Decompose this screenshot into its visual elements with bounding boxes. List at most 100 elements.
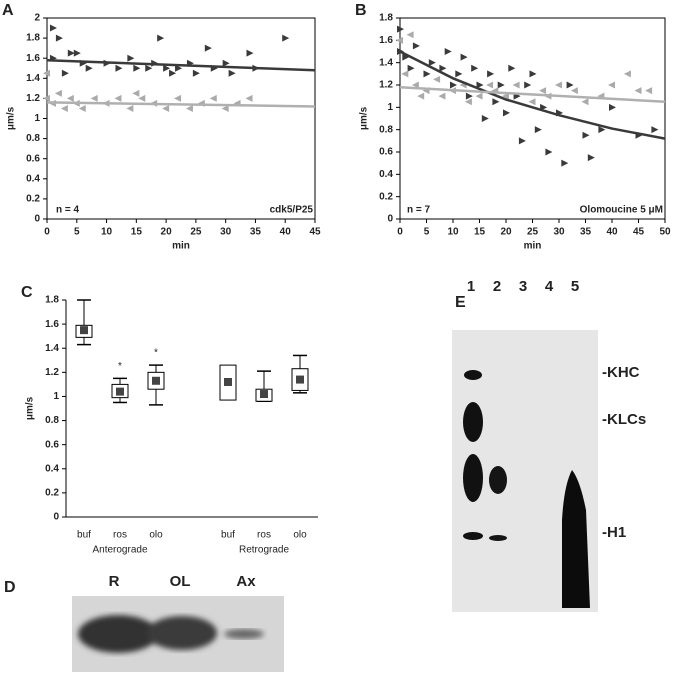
point xyxy=(115,64,123,72)
x-tick-label: 15 xyxy=(474,227,486,238)
significance: * xyxy=(118,361,122,372)
point xyxy=(396,36,403,44)
annotation: n = 4 xyxy=(56,205,80,216)
y-tick-label: 0 xyxy=(387,214,393,225)
annotation: cdk5/P25 xyxy=(270,205,314,216)
lane-label: R xyxy=(109,573,120,590)
point xyxy=(138,94,146,102)
point xyxy=(528,98,536,106)
point xyxy=(204,44,212,52)
lane-label: 2 xyxy=(493,278,501,295)
point xyxy=(55,34,63,42)
point xyxy=(475,92,483,100)
panel-label: B xyxy=(355,2,367,19)
y-tick-label: 1 xyxy=(53,391,59,402)
band xyxy=(224,629,264,639)
y-tick-label: 1.4 xyxy=(45,343,59,354)
point xyxy=(67,49,75,57)
y-tick-label: 1.8 xyxy=(379,13,393,24)
point xyxy=(127,54,135,62)
y-tick-label: 0.4 xyxy=(379,169,393,180)
point xyxy=(407,64,415,72)
y-tick-label: 1.6 xyxy=(45,319,59,330)
x-tick-label: 10 xyxy=(447,227,459,238)
point xyxy=(43,69,50,77)
x-tick-label: 35 xyxy=(580,227,592,238)
band xyxy=(464,370,482,380)
point xyxy=(508,64,516,72)
point xyxy=(609,103,616,111)
point xyxy=(282,34,290,42)
x-tick-label: ros xyxy=(113,530,127,541)
mean xyxy=(296,375,304,384)
point xyxy=(582,131,590,139)
point xyxy=(145,64,153,72)
point xyxy=(133,64,141,72)
point xyxy=(54,89,62,97)
point xyxy=(450,81,457,89)
point xyxy=(651,126,659,134)
point xyxy=(114,94,122,102)
point xyxy=(503,109,510,117)
x-tick-label: 30 xyxy=(553,227,565,238)
annotation: n = 7 xyxy=(407,205,431,216)
point xyxy=(185,104,193,112)
y-tick-label: 1.6 xyxy=(26,53,40,64)
y-tick-label: 0 xyxy=(34,214,40,225)
band-label: -H1 xyxy=(602,524,626,541)
y-tick-label: 0.8 xyxy=(379,124,393,135)
point xyxy=(401,70,409,78)
y-tick-label: 0.2 xyxy=(26,194,40,205)
lane-label: 3 xyxy=(519,278,527,295)
x-tick-label: olo xyxy=(149,530,163,541)
y-tick-label: 0.8 xyxy=(26,133,40,144)
point xyxy=(534,126,542,134)
y-tick-label: 2 xyxy=(34,13,40,24)
point xyxy=(126,104,134,112)
point xyxy=(587,154,595,162)
point xyxy=(163,64,171,72)
mean xyxy=(80,326,88,335)
point xyxy=(492,98,500,106)
band-label: -KHC xyxy=(602,364,640,381)
point xyxy=(49,24,57,32)
y-tick-label: 0.6 xyxy=(45,439,59,450)
panel-label: D xyxy=(4,579,16,596)
x-tick-label: 25 xyxy=(190,227,202,238)
band xyxy=(562,470,590,608)
x-tick-label: 10 xyxy=(101,227,113,238)
point xyxy=(222,59,230,67)
point xyxy=(245,94,253,102)
y-axis-label: μm/s xyxy=(359,106,370,130)
y-tick-label: 0.4 xyxy=(26,173,40,184)
lane-label: 1 xyxy=(467,278,475,295)
mean xyxy=(224,377,232,386)
lane-label: 4 xyxy=(545,278,554,295)
point xyxy=(581,98,589,106)
y-tick-label: 1.8 xyxy=(26,33,40,44)
lane-label: OL xyxy=(170,573,191,590)
panel-label: A xyxy=(2,2,14,19)
point xyxy=(645,87,653,95)
point xyxy=(529,70,537,78)
point xyxy=(598,126,606,134)
y-axis-label: μm/s xyxy=(25,396,36,420)
plot-frame xyxy=(399,17,666,220)
x-tick-label: 0 xyxy=(44,227,50,238)
y-tick-label: 1 xyxy=(387,102,393,113)
point xyxy=(502,92,509,100)
x-tick-label: 45 xyxy=(309,227,321,238)
point xyxy=(634,87,642,95)
mean xyxy=(116,387,124,396)
panel-label: C xyxy=(21,284,33,301)
point xyxy=(512,81,520,89)
point xyxy=(85,64,93,72)
point xyxy=(481,115,489,122)
point xyxy=(524,81,532,89)
x-tick-label: 50 xyxy=(659,227,671,238)
band xyxy=(489,466,507,494)
annotation: Olomoucine 5 μM xyxy=(580,205,663,216)
point xyxy=(555,81,562,89)
y-tick-label: 1.2 xyxy=(45,367,59,378)
point xyxy=(497,81,505,89)
